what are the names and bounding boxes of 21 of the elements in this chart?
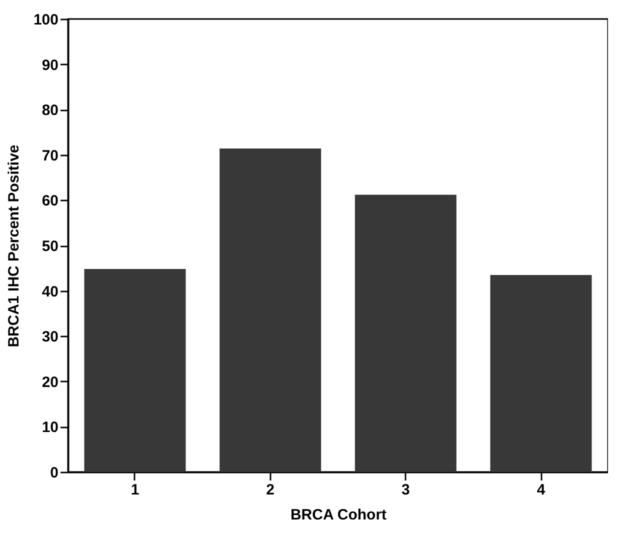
bar [354, 194, 456, 472]
bar [490, 274, 592, 472]
bar [220, 148, 322, 472]
y-tick-label: 50 [42, 238, 58, 255]
y-tick-label: 60 [42, 192, 58, 210]
x-tick-label: 2 [266, 482, 275, 498]
y-tick-label: 30 [42, 328, 58, 346]
x-axis-title: BRCA Cohort [290, 506, 387, 524]
y-tick-label: 90 [42, 56, 58, 74]
y-tick-label: 100 [33, 12, 58, 28]
bar [84, 269, 186, 472]
y-tick-label: 40 [42, 283, 58, 300]
y-tick-label: 10 [42, 419, 58, 436]
x-tick-label: 3 [401, 482, 410, 498]
y-axis-title: BRCA1 IHC Percent Positive [5, 144, 22, 348]
x-tick-label: 4 [536, 482, 546, 498]
y-tick-label: 70 [42, 147, 58, 164]
x-tick-label: 1 [130, 482, 140, 498]
y-tick-label: 0 [50, 464, 58, 482]
y-tick-label: 80 [42, 102, 58, 120]
y-tick-label: 20 [42, 374, 58, 391]
